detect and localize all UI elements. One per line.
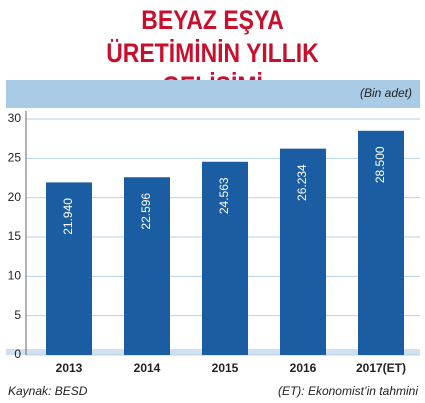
bar — [46, 182, 92, 355]
source: Kaynak: BESD — [8, 384, 88, 398]
x-tick-label: 2014 — [134, 361, 161, 375]
x-tick-label: 2016 — [290, 361, 317, 375]
bar — [280, 148, 326, 355]
y-tick-label: 20 — [8, 190, 22, 204]
y-tick-label: 30 — [8, 111, 22, 125]
y-tick-label: 15 — [8, 229, 22, 243]
bar — [358, 130, 404, 355]
y-tick-label: 0 — [14, 347, 21, 361]
x-tick-label: 2013 — [56, 361, 83, 375]
y-tick-label: 25 — [8, 151, 22, 165]
value-label: 22.596 — [139, 193, 153, 230]
x-tick-label: 2017(ET) — [356, 361, 406, 375]
y-tick-label: 10 — [8, 269, 22, 283]
x-tick-label: 2015 — [212, 361, 239, 375]
value-label: 26.234 — [295, 164, 309, 201]
value-label: 28.500 — [373, 146, 387, 183]
note: (ET): Ekonomist’in tahmini — [278, 384, 418, 398]
y-tick-label: 5 — [14, 308, 21, 322]
unit-label: (Bin adet) — [360, 86, 412, 100]
value-label: 21.940 — [61, 198, 75, 235]
bar — [124, 177, 170, 355]
value-label: 24.563 — [217, 177, 231, 214]
bar — [202, 161, 248, 355]
unit-band — [6, 80, 420, 108]
